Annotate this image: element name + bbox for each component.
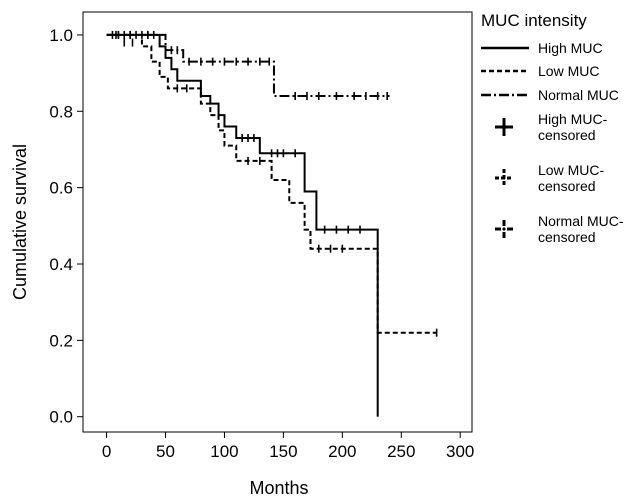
x-tick-label: 150 <box>269 442 297 461</box>
y-tick-label: 0.6 <box>49 179 73 198</box>
y-axis: 0.0 0.2 0.4 0.6 0.8 1.0 <box>49 26 83 427</box>
legend-label: High MUC <box>538 40 603 56</box>
legend-label-line: censored <box>538 229 596 245</box>
legend: MUC intensity High MUC Low MUC Normal MUC H… <box>481 11 624 245</box>
legend-label-line: High MUC <box>538 40 603 56</box>
legend-label-line: Low MUC- <box>538 162 604 178</box>
x-tick-label: 50 <box>156 442 175 461</box>
plot-frame <box>82 11 473 433</box>
x-tick-label: 0 <box>102 442 111 461</box>
legend-label: Low MUC-censored <box>538 162 604 194</box>
y-tick-label: 0.0 <box>49 408 73 427</box>
legend-label-line: censored <box>538 127 596 143</box>
plot-area <box>82 11 473 433</box>
x-tick-label: 200 <box>328 442 356 461</box>
legend-label-line: Low MUC <box>538 63 599 79</box>
series-line-low-muc <box>106 33 437 334</box>
legend-label: Normal MUC <box>538 87 619 103</box>
legend-label-line: censored <box>538 178 596 194</box>
x-tick-label: 100 <box>210 442 238 461</box>
x-tick-label: 250 <box>387 442 415 461</box>
x-axis: 0 50 100 150 200 250 300 <box>102 432 474 461</box>
legend-label: Normal MUC-censored <box>538 213 624 245</box>
y-tick-label: 1.0 <box>49 26 73 45</box>
legend-label-line: Normal MUC <box>538 87 619 103</box>
y-tick-label: 0.2 <box>49 331 73 350</box>
legend-label: High MUC-censored <box>538 111 608 143</box>
y-tick-label: 0.8 <box>49 102 73 121</box>
x-tick-label: 300 <box>446 442 474 461</box>
y-axis-label: Cumulative survival <box>10 144 30 300</box>
y-tick-label: 0.4 <box>49 255 73 274</box>
legend-label-line: Normal MUC- <box>538 213 624 229</box>
legend-label-line: High MUC- <box>538 111 608 127</box>
series-layer <box>106 30 438 417</box>
series-line-normal-muc <box>106 33 390 97</box>
series-line-high-muc <box>106 33 379 417</box>
x-axis-label: Months <box>249 478 308 498</box>
legend-title: MUC intensity <box>481 11 587 30</box>
legend-label: Low MUC <box>538 63 599 79</box>
